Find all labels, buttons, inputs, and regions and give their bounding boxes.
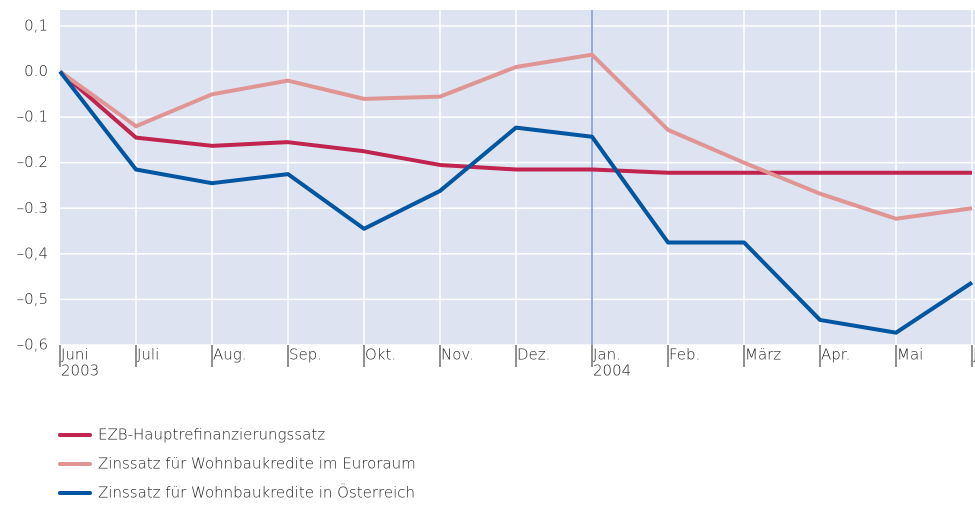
x-tick-label: Dez. xyxy=(517,346,550,364)
x-tick-label: 2004 xyxy=(593,362,631,380)
legend-label: EZB-Hauptrefinanzierungssatz xyxy=(98,426,325,444)
y-tick-label: –0.2 xyxy=(17,153,48,171)
x-tick-label: Mai xyxy=(897,346,923,364)
x-tick-label: März xyxy=(745,346,781,364)
y-tick-label: –0,5 xyxy=(17,290,48,308)
y-tick-label: –0.1 xyxy=(17,108,48,126)
x-tick-label: Juni xyxy=(61,346,89,364)
legend-label: Zinssatz für Wohnbaukredite in Österreic… xyxy=(98,483,415,502)
x-tick-label: Juni xyxy=(973,346,975,364)
legend-label: Zinssatz für Wohnbaukredite im Euroraum xyxy=(98,455,416,473)
y-tick-label: 0,1 xyxy=(24,16,48,34)
y-tick-label: –0.3 xyxy=(17,199,48,217)
x-tick-label: Feb. xyxy=(669,346,700,364)
line-series xyxy=(58,52,973,221)
x-tick-label: Sep. xyxy=(289,346,322,364)
x-tick-label: Aug. xyxy=(213,346,247,364)
x-tick-label: Juli xyxy=(137,346,159,364)
plot-background xyxy=(60,10,975,345)
y-tick-label: –0,6 xyxy=(17,336,48,354)
x-tick-label: Okt. xyxy=(365,346,396,364)
x-tick-label: Nov. xyxy=(441,346,474,364)
x-tick-label: Jan. xyxy=(593,346,621,364)
y-tick-label: –0,4 xyxy=(17,244,48,262)
line-series xyxy=(58,70,972,175)
x-tick-label: 2003 xyxy=(61,362,99,380)
line-series xyxy=(58,70,974,335)
x-tick-label: Apr. xyxy=(821,346,850,364)
y-tick-label: 0.0 xyxy=(24,62,48,80)
